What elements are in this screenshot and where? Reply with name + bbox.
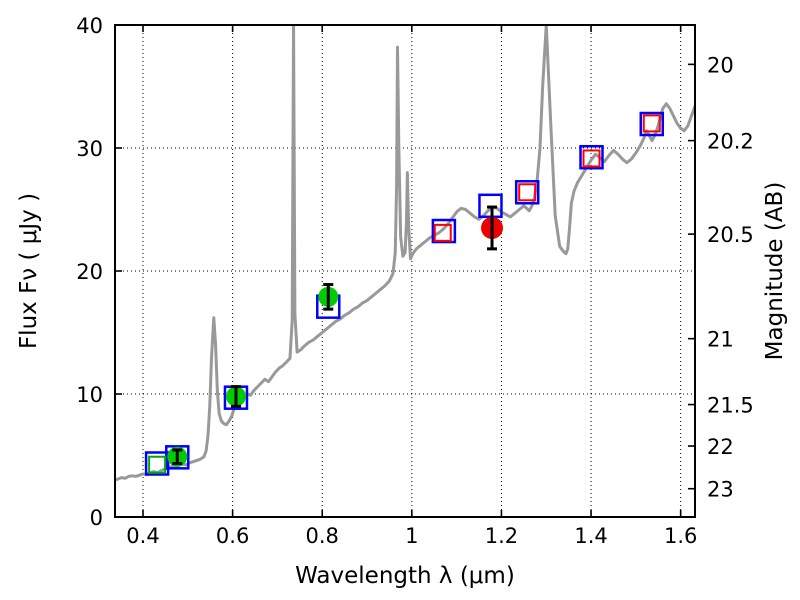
y-tick-right-label: 21.5 [707,394,754,418]
x-tick-label: 0.6 [216,524,249,548]
y-tick-right-label: 20.2 [707,130,754,154]
photometry-square-marker [478,193,503,219]
photometry-markers-group [144,111,665,476]
y-axis-right-ticks: 20 20.2 20.5 21 21.5 22 23 [688,53,754,502]
y-tick-right-label: 23 [707,478,734,502]
photometry-square-marker [579,144,604,170]
photometry-square-marker [433,223,452,242]
photometry-square-marker [148,455,167,474]
y-tick-label: 10 [76,383,103,407]
photometry-square-marker [165,445,190,470]
photometry-square-marker [431,218,457,244]
photometry-square-marker [518,183,537,202]
y-tick-right-label: 21 [707,328,734,352]
photometry-square-marker [582,149,601,168]
axis-labels: Wavelength λ (μm) Flux Fν ( μJy ) Magnitud… [16,182,788,589]
y-axis-right-label: Magnitude (AB) [762,182,788,361]
y-tick-right-label: 20 [707,53,734,77]
y-tick-label: 30 [76,137,103,161]
x-axis-label: Wavelength λ (μm) [295,563,515,589]
x-tick-label: 1 [405,524,418,548]
y-tick-label: 20 [76,260,103,284]
x-tick-label: 0.4 [126,524,159,548]
y-tick-label: 40 [76,14,103,38]
x-tick-label: 0.8 [306,524,339,548]
y-tick-right-label: 20.5 [707,223,754,247]
spectrum-curve-group [115,25,695,482]
y-tick-right-label: 22 [707,435,734,459]
y-tick-label: 0 [90,506,103,530]
photometry-square-marker [642,114,661,133]
y-axis-label: Flux Fν ( μJy ) [16,193,42,349]
x-tick-label: 1.6 [664,524,697,548]
y-axis-left-ticks: 0 10 20 30 40 [76,14,122,530]
x-tick-label: 1.4 [574,524,607,548]
x-tick-label: 1.2 [485,524,518,548]
photometry-square-marker [639,111,665,137]
grid-lines [115,24,695,518]
x-axis-ticks: 0.4 0.6 0.8 1 1.2 1.4 1.6 [126,25,697,548]
photometry-square-marker [514,180,540,205]
photometry-square-marker [144,451,170,476]
spectrum-line [115,25,695,482]
